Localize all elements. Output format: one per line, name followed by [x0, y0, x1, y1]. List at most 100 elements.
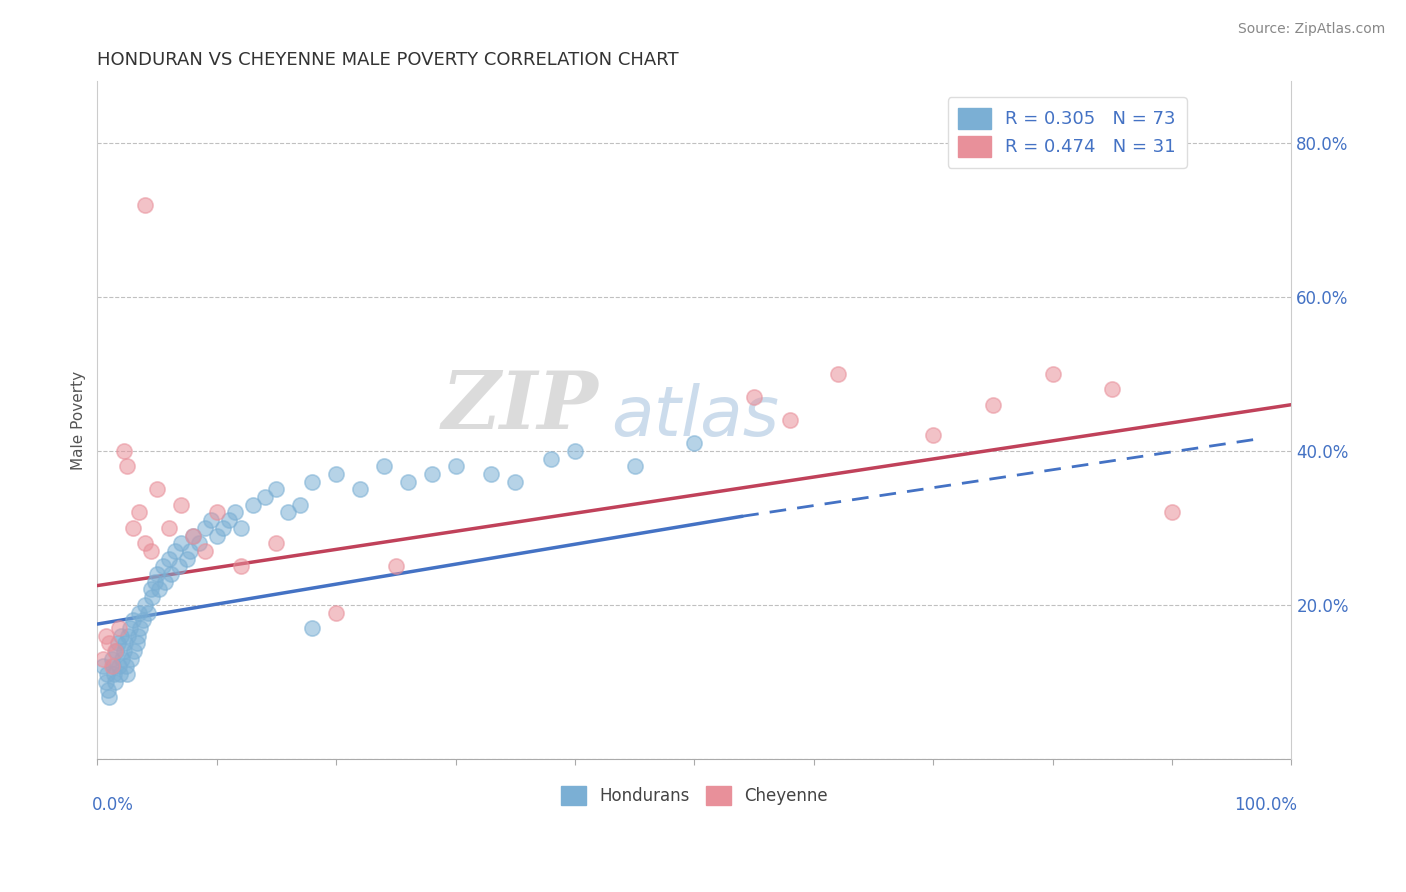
Point	[540, 451, 562, 466]
Point	[385, 559, 408, 574]
Point	[115, 667, 138, 681]
Point	[148, 582, 170, 597]
Point	[108, 667, 131, 681]
Point	[122, 521, 145, 535]
Point	[98, 690, 121, 705]
Point	[134, 598, 156, 612]
Point	[91, 651, 114, 665]
Legend: Hondurans, Cheyenne: Hondurans, Cheyenne	[554, 779, 835, 812]
Point	[922, 428, 945, 442]
Point	[129, 621, 152, 635]
Point	[194, 521, 217, 535]
Point	[827, 367, 849, 381]
Point	[128, 505, 150, 519]
Point	[124, 644, 146, 658]
Point	[179, 544, 201, 558]
Point	[623, 459, 645, 474]
Point	[503, 475, 526, 489]
Point	[128, 606, 150, 620]
Point	[111, 651, 134, 665]
Point	[266, 536, 288, 550]
Point	[325, 467, 347, 481]
Point	[134, 197, 156, 211]
Point	[266, 483, 288, 497]
Point	[152, 559, 174, 574]
Point	[155, 574, 177, 589]
Point	[94, 674, 117, 689]
Point	[125, 636, 148, 650]
Point	[444, 459, 467, 474]
Point	[1161, 505, 1184, 519]
Point	[115, 659, 138, 673]
Point	[194, 544, 217, 558]
Point	[112, 644, 135, 658]
Text: atlas: atlas	[610, 384, 779, 450]
Point	[396, 475, 419, 489]
Point	[100, 651, 122, 665]
Point	[105, 644, 128, 658]
Point	[94, 629, 117, 643]
Point	[112, 443, 135, 458]
Point	[118, 621, 141, 635]
Point	[420, 467, 443, 481]
Point	[229, 559, 252, 574]
Point	[242, 498, 264, 512]
Point	[181, 528, 204, 542]
Point	[100, 659, 122, 673]
Point	[211, 521, 233, 535]
Point	[117, 629, 139, 643]
Point	[224, 505, 246, 519]
Point	[107, 636, 129, 650]
Point	[98, 636, 121, 650]
Point	[132, 613, 155, 627]
Point	[157, 521, 180, 535]
Text: HONDURAN VS CHEYENNE MALE POVERTY CORRELATION CHART: HONDURAN VS CHEYENNE MALE POVERTY CORREL…	[97, 51, 679, 69]
Point	[163, 544, 186, 558]
Point	[564, 443, 586, 458]
Point	[96, 667, 118, 681]
Point	[253, 490, 276, 504]
Point	[136, 606, 159, 620]
Point	[134, 536, 156, 550]
Point	[110, 629, 132, 643]
Point	[218, 513, 240, 527]
Point	[176, 551, 198, 566]
Point	[127, 629, 149, 643]
Point	[120, 651, 142, 665]
Point	[200, 513, 222, 527]
Point	[683, 436, 706, 450]
Point	[301, 621, 323, 635]
Point	[139, 582, 162, 597]
Point	[139, 544, 162, 558]
Point	[108, 621, 131, 635]
Text: 100.0%: 100.0%	[1234, 796, 1298, 814]
Point	[101, 659, 124, 673]
Point	[157, 551, 180, 566]
Point	[108, 659, 131, 673]
Point	[170, 536, 193, 550]
Point	[187, 536, 209, 550]
Text: ZIP: ZIP	[441, 368, 599, 445]
Point	[122, 613, 145, 627]
Point	[205, 505, 228, 519]
Point	[779, 413, 801, 427]
Point	[91, 659, 114, 673]
Point	[146, 483, 169, 497]
Point	[103, 667, 125, 681]
Point	[141, 590, 163, 604]
Point	[277, 505, 299, 519]
Point	[104, 644, 127, 658]
Point	[97, 682, 120, 697]
Point	[981, 398, 1004, 412]
Point	[229, 521, 252, 535]
Point	[1101, 382, 1123, 396]
Point	[290, 498, 312, 512]
Text: Source: ZipAtlas.com: Source: ZipAtlas.com	[1237, 22, 1385, 37]
Point	[1042, 367, 1064, 381]
Point	[146, 567, 169, 582]
Point	[114, 636, 136, 650]
Point	[301, 475, 323, 489]
Point	[170, 498, 193, 512]
Point	[160, 567, 183, 582]
Point	[373, 459, 395, 474]
